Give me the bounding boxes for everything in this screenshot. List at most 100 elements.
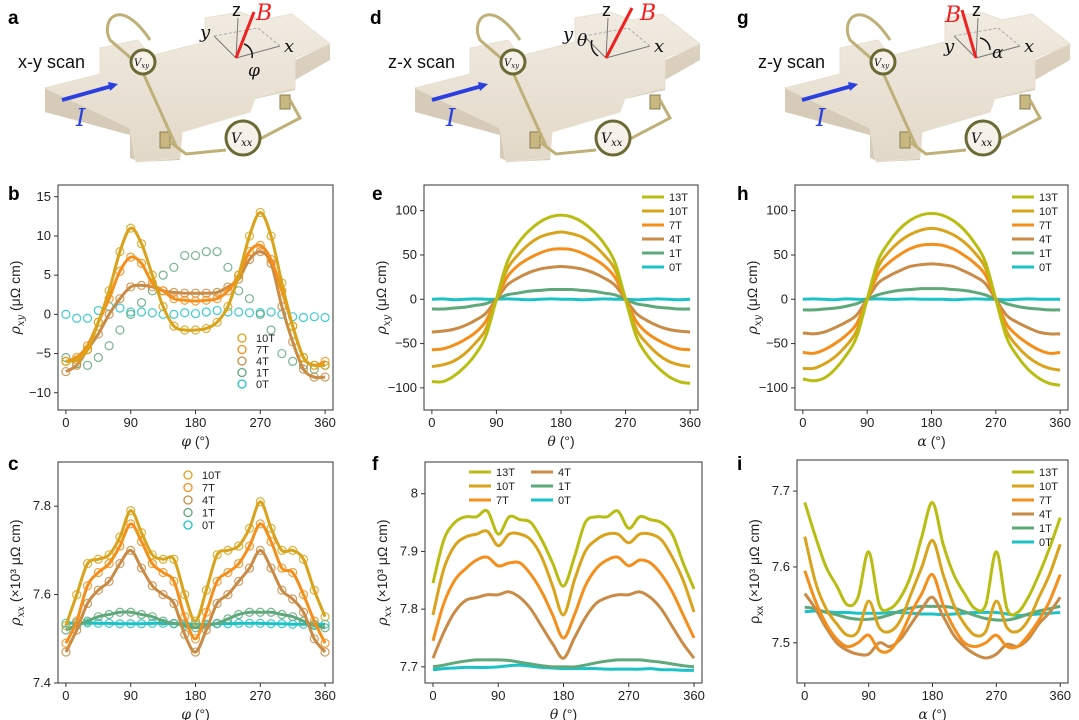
x-tick-label: 0 <box>62 415 69 430</box>
x-tick-label: 90 <box>123 688 137 703</box>
data-point <box>255 497 265 507</box>
data-point <box>126 309 136 319</box>
legend-label: 13T <box>1039 467 1058 479</box>
x-axis-label: θ (°) <box>550 706 577 720</box>
y-tick-label: 5 <box>44 267 51 282</box>
data-point <box>277 585 287 595</box>
data-point <box>115 532 125 542</box>
data-point <box>298 312 309 323</box>
series-line <box>431 590 696 660</box>
y-tick-label: 50 <box>774 247 788 262</box>
vxy-wire <box>105 13 178 147</box>
y-tick-label: 10 <box>37 228 51 243</box>
legend-item-4T: 4T <box>1012 509 1052 521</box>
field-label: B <box>639 1 656 26</box>
data-point <box>234 559 244 569</box>
data-point <box>266 254 276 265</box>
series-7T <box>61 519 330 648</box>
data-point <box>158 270 168 280</box>
series-10T <box>431 529 696 617</box>
data-point <box>244 294 255 304</box>
series-line <box>431 297 691 302</box>
data-point <box>169 554 179 564</box>
x-axis-label: α (°) <box>918 706 946 720</box>
data-point <box>61 309 71 319</box>
current-label: I <box>445 104 456 132</box>
panel-label-i: i <box>737 454 742 475</box>
data-point <box>104 309 114 319</box>
data-point <box>223 567 233 578</box>
field-arrow <box>960 9 978 59</box>
hall-bar <box>413 11 701 163</box>
x-axis <box>605 45 651 59</box>
legend-marker <box>237 333 247 343</box>
panel-labels: a b c d e f g h i <box>8 8 749 475</box>
data-point <box>244 308 255 318</box>
y-tick-label: −100 <box>759 380 788 395</box>
data-point <box>288 356 298 366</box>
x-tick-label: 270 <box>985 688 1007 703</box>
data-point <box>126 519 136 529</box>
series-4T <box>803 592 1062 660</box>
current-arrow <box>61 84 113 102</box>
data-point <box>115 559 125 569</box>
field-label: B <box>944 3 961 28</box>
series-10T <box>431 230 691 369</box>
panel-label-g: g <box>737 8 749 29</box>
legend-label: 13T <box>496 467 515 479</box>
x-axis-label: φ (°) <box>181 433 210 450</box>
series-7T <box>802 242 1061 355</box>
contact-pad <box>529 131 541 149</box>
legend-label: 13T <box>669 192 688 204</box>
current-arrowhead <box>848 82 858 91</box>
data-point <box>147 550 157 560</box>
chart-h: 0 90 180 270 360 −100 −50 0 50 100 α (°) ρxy (μΩ cm… <box>744 184 1071 450</box>
data-point <box>147 581 157 591</box>
legend-item-10T: 10T <box>1012 206 1058 218</box>
series-4T <box>61 545 330 657</box>
series-7T <box>431 247 691 352</box>
legend-label: 4T <box>256 356 269 368</box>
x-tick-label: 180 <box>553 688 575 703</box>
legend-label: 1T <box>669 248 682 260</box>
data-point <box>266 536 276 547</box>
y-tick-label: 7.6 <box>33 587 51 602</box>
data-point <box>190 308 201 319</box>
x-tick-label: 180 <box>921 415 943 430</box>
legend-label: 7T <box>202 483 215 495</box>
legend-label: 0T <box>202 520 215 532</box>
x-axis-label: θ (°) <box>547 433 574 450</box>
y-tick-label: −100 <box>388 380 417 395</box>
x-tick-label: 270 <box>985 415 1007 430</box>
data-point <box>82 345 93 355</box>
legend-marker <box>183 482 193 493</box>
series-0T <box>432 663 695 672</box>
panel-label-c: c <box>8 454 19 475</box>
series-0T <box>431 297 691 302</box>
y-axis <box>953 35 977 59</box>
legend-marker <box>237 356 247 366</box>
hall-bar <box>783 11 1071 163</box>
series-line <box>802 297 1061 302</box>
y-tick-label: 100 <box>766 203 788 218</box>
series-13T <box>431 213 691 385</box>
fit-line <box>64 522 327 644</box>
x-axis-label: φ (°) <box>181 706 210 720</box>
series-4T <box>431 264 691 334</box>
data-point <box>212 317 222 327</box>
legend-item-10T: 10T <box>183 470 221 482</box>
x-tick-label: 270 <box>618 688 640 703</box>
x-axis <box>975 45 1021 59</box>
data-point <box>223 286 233 296</box>
data-point <box>320 312 330 323</box>
contact-pad <box>1019 94 1031 110</box>
series-line <box>803 536 1062 638</box>
legend-item-4T: 4T <box>642 234 682 246</box>
series-13T <box>803 500 1062 617</box>
series-0T <box>802 297 1061 302</box>
vxx-wire <box>909 99 1043 156</box>
chart-e: 0 90 180 270 360 −100 −50 0 50 100 θ (°) ρxy (μΩ cm… <box>373 184 701 450</box>
field-arrow <box>234 11 256 59</box>
plot-frame <box>796 459 1069 684</box>
data-point <box>255 309 265 319</box>
